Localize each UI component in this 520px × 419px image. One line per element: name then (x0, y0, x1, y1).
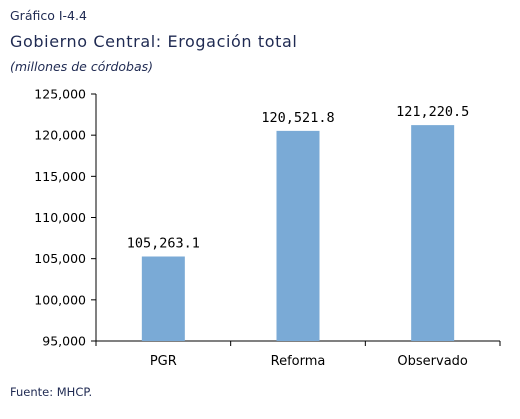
bar-observado (411, 125, 455, 341)
x-category-label: Reforma (271, 354, 326, 369)
y-tick-label: 105,000 (34, 251, 86, 266)
y-tick-label: 110,000 (34, 210, 86, 225)
bar-pgr (141, 256, 185, 341)
source-note: Fuente: MHCP. (10, 385, 93, 399)
y-tick-label: 100,000 (34, 292, 86, 307)
bar-value-label: 105,263.1 (127, 236, 200, 252)
y-tick-label: 125,000 (34, 87, 86, 102)
x-category-label: Observado (397, 354, 468, 369)
y-tick-label: 120,000 (34, 128, 86, 143)
bar-reforma (276, 130, 320, 341)
chart-title: Gobierno Central: Erogación total (10, 32, 298, 51)
x-category-label: PGR (150, 354, 177, 369)
chart-subtitle: (millones de córdobas) (10, 59, 154, 74)
y-tick-label: 95,000 (42, 334, 86, 349)
plot-area: 95,000 100,000 105,000 110,000 115,000 120,00… (34, 87, 501, 369)
chart-kicker: Gráfico I-4.4 (10, 8, 87, 23)
bar-value-label: 120,521.8 (261, 110, 334, 126)
y-tick-label: 115,000 (34, 169, 86, 184)
bar-value-label: 121,220.5 (396, 104, 469, 120)
